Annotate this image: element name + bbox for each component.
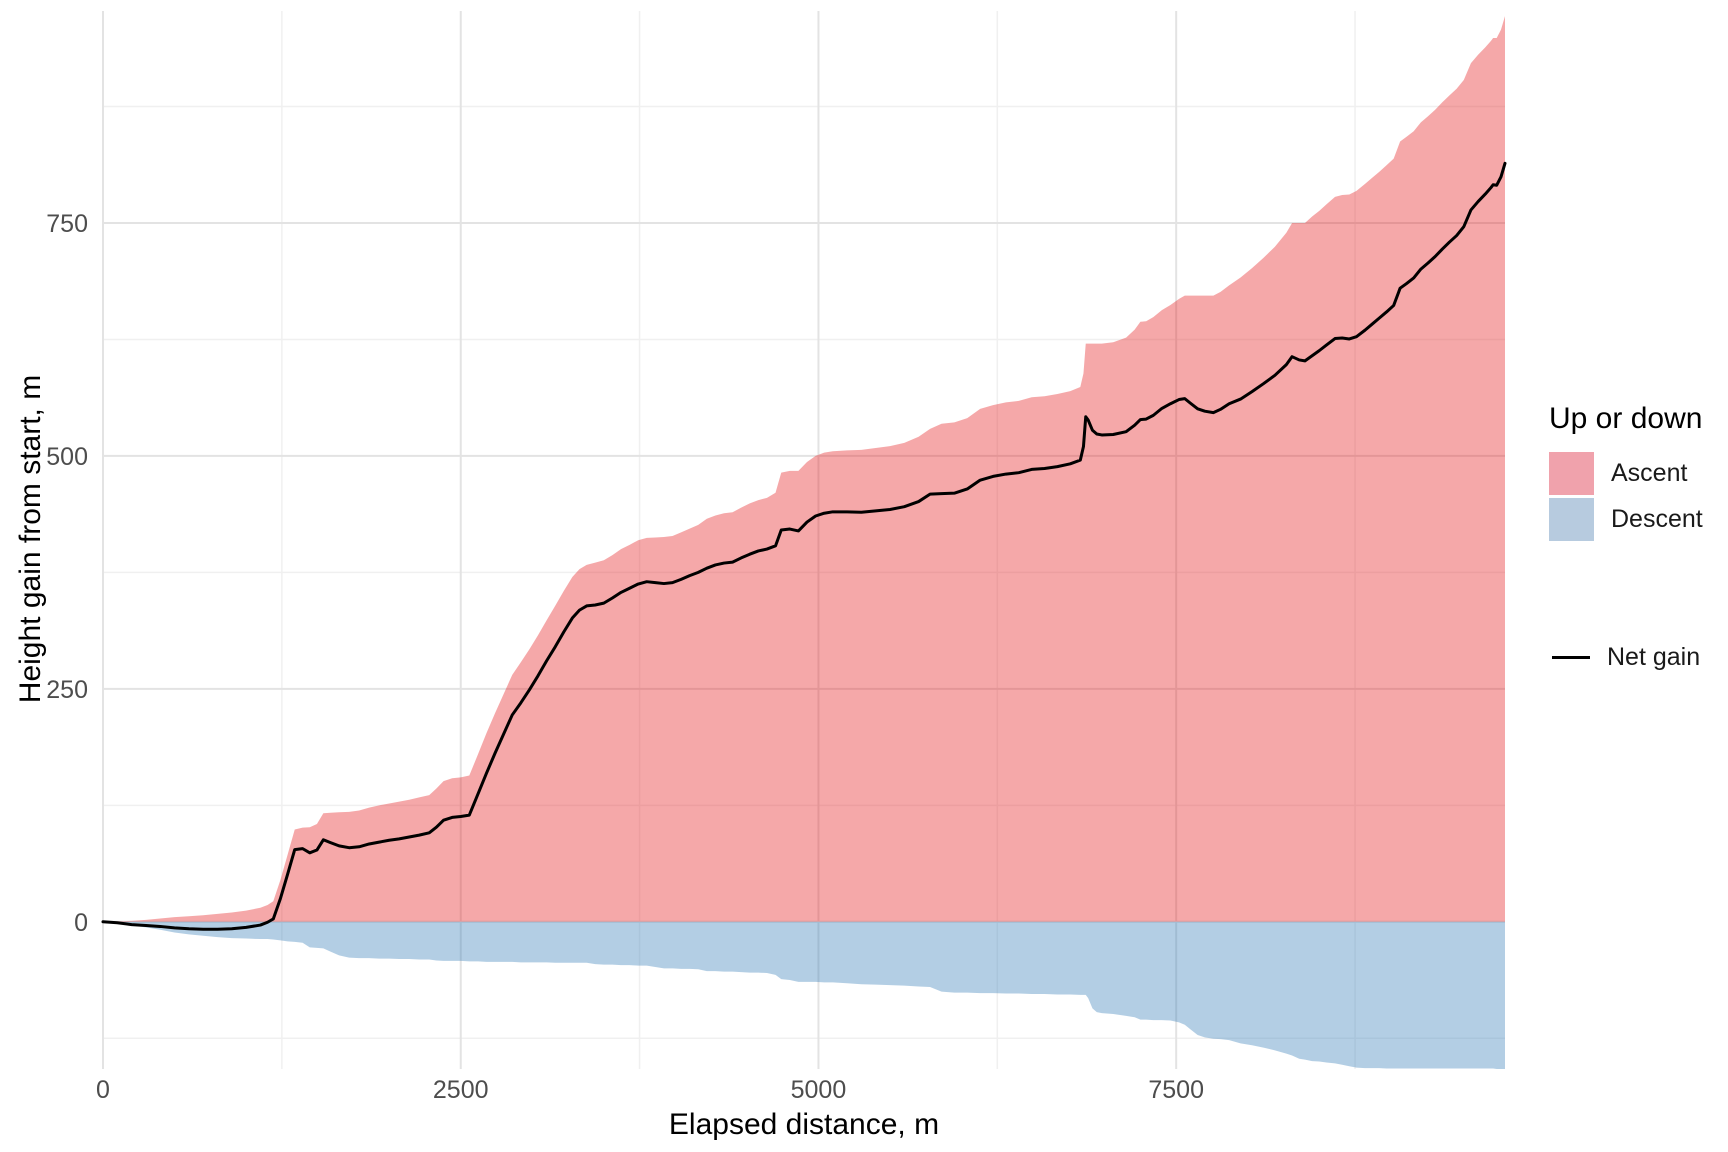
y-axis-title: Height gain from start, m	[14, 374, 47, 704]
ascent-area	[103, 16, 1505, 922]
x-tick-label: 0	[96, 1076, 110, 1104]
y-tick-label: 250	[46, 676, 88, 704]
legend-item-net-gain: Net gain	[1549, 643, 1700, 672]
legend-title: Up or down	[1549, 402, 1703, 435]
ascent-swatch-icon	[1549, 451, 1594, 495]
y-tick-label: 750	[46, 210, 88, 238]
legend-label-ascent: Ascent	[1611, 458, 1688, 487]
net-gain-line	[101, 161, 1507, 931]
x-tick-label: 5000	[791, 1076, 847, 1104]
legend-label-net-gain: Net gain	[1607, 643, 1701, 671]
x-tick-label: 2500	[433, 1076, 489, 1104]
y-tick-label: 500	[46, 443, 88, 471]
legend-label-descent: Descent	[1611, 504, 1703, 533]
x-tick-label: 7500	[1148, 1076, 1204, 1104]
descent-area	[103, 921, 1505, 1069]
descent-swatch-icon	[1549, 497, 1594, 541]
legend-item-descent: Descent	[1549, 496, 1719, 542]
legend-item-ascent: Ascent	[1549, 450, 1719, 496]
legend: Up or down Ascent Descent	[1549, 402, 1719, 542]
net-gain-line-icon	[1552, 656, 1590, 659]
y-tick-label: 0	[74, 909, 88, 937]
x-axis-title: Elapsed distance, m	[668, 1108, 940, 1141]
